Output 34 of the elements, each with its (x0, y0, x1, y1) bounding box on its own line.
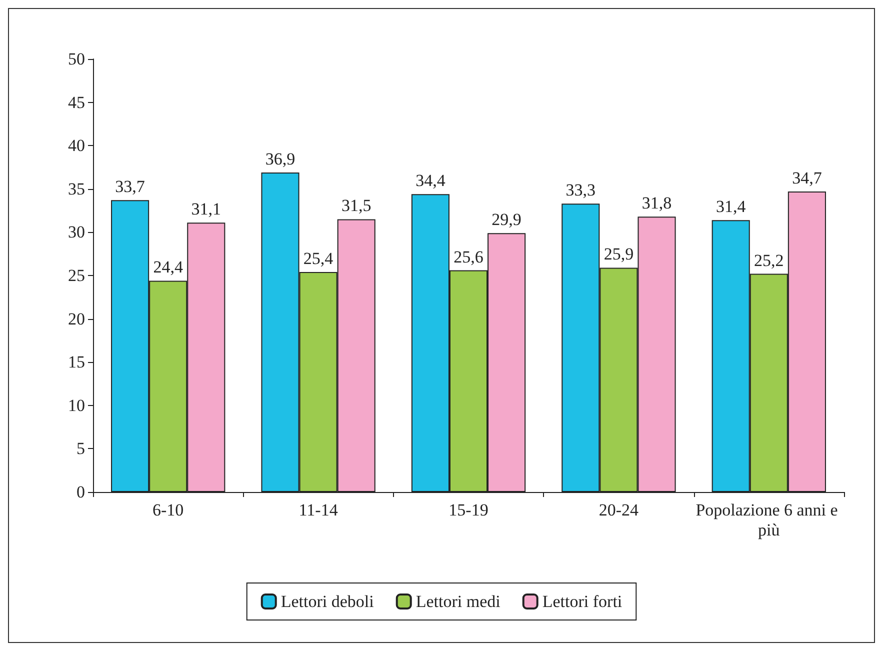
y-tick-label: 15 (68, 352, 85, 372)
data-label: 31,4 (716, 197, 746, 216)
y-tick-label: 5 (76, 439, 85, 458)
x-tick-label: 6-10 (152, 500, 184, 520)
data-label: 34,4 (416, 171, 446, 190)
legend-label: Lettori medi (416, 592, 501, 611)
data-label: 34,7 (792, 168, 822, 188)
legend-label: Lettori deboli (280, 592, 374, 611)
x-tick-label: Popolazione 6 anni e più (696, 500, 842, 540)
y-tick-label: 30 (68, 222, 85, 242)
y-tick-label: 50 (68, 50, 85, 68)
data-label: 36,9 (265, 149, 296, 168)
y-tick-label: 20 (68, 309, 85, 328)
data-label: 25,6 (454, 247, 484, 266)
data-label: 31,1 (191, 200, 222, 219)
y-tick-label: 25 (68, 266, 85, 285)
data-label: 29,9 (492, 210, 522, 230)
y-tick-label: 40 (68, 136, 85, 156)
data-label: 25,9 (604, 244, 634, 264)
data-label: 31,8 (642, 194, 672, 213)
y-tick-label: 35 (68, 179, 85, 198)
legend-label: Lettori forti (542, 592, 622, 611)
data-label: 25,4 (303, 249, 334, 268)
data-label: 33,7 (115, 177, 146, 196)
x-tick-label: 11-14 (298, 500, 338, 520)
data-label: 33,3 (566, 180, 596, 200)
data-label: 25,2 (754, 250, 784, 270)
x-tick-label: 20-24 (598, 500, 640, 520)
data-label: 24,4 (153, 258, 184, 277)
y-tick-label: 45 (68, 92, 85, 112)
x-tick-label: 15-19 (448, 500, 488, 520)
data-label: 31,5 (341, 196, 372, 216)
y-tick-label: 0 (76, 482, 85, 502)
y-tick-label: 10 (68, 396, 85, 415)
